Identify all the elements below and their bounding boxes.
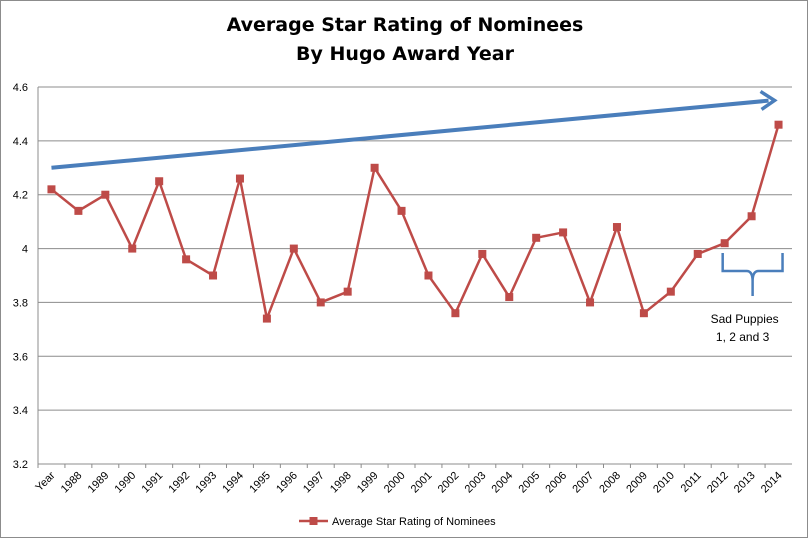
x-tick-label: 1988 xyxy=(59,470,85,496)
annotation-label-line-2: 1, 2 and 3 xyxy=(716,330,770,344)
chart-title-line-2: By Hugo Award Year xyxy=(296,43,514,65)
x-tick-label: 2005 xyxy=(517,470,543,496)
annotations: Sad Puppies 1, 2 and 3 xyxy=(51,89,784,344)
x-tick-label: 1993 xyxy=(193,470,219,496)
x-tick-label: 2006 xyxy=(543,470,569,496)
data-point xyxy=(747,212,756,221)
data-point xyxy=(209,271,218,280)
data-point xyxy=(370,163,379,172)
x-tick-label: 2010 xyxy=(651,470,677,496)
data-point xyxy=(101,190,110,199)
y-axis: 3.2 3.4 3.6 3.8 4 4.2 4.4 4.6 xyxy=(13,82,792,471)
data-point xyxy=(478,249,487,258)
data-point xyxy=(639,309,648,318)
x-tick-label: 2012 xyxy=(705,470,731,496)
data-point xyxy=(155,177,164,186)
series-line xyxy=(50,124,780,320)
x-tick-label: 1995 xyxy=(247,470,273,496)
data-point xyxy=(532,233,541,242)
x-tick-label: 1999 xyxy=(355,470,381,496)
trend-arrow-line xyxy=(51,98,769,170)
x-tick-label: 1996 xyxy=(274,470,300,496)
x-tick-label: 2001 xyxy=(409,470,435,496)
x-axis: Year 1988 1989 1990 1991 1992 1993 1994 1995 1996… xyxy=(33,464,785,496)
x-tick-label: 1989 xyxy=(86,470,112,496)
data-point xyxy=(612,223,621,232)
data-point xyxy=(424,271,433,280)
x-tick-label: Year xyxy=(33,469,57,493)
data-point xyxy=(774,120,783,129)
y-tick-label: 4.4 xyxy=(13,136,28,148)
legend: Average Star Rating of Nominees xyxy=(299,516,496,528)
chart-title-line-1: Average Star Rating of Nominees xyxy=(226,14,584,36)
data-point xyxy=(666,287,675,296)
data-point xyxy=(559,228,568,237)
y-tick-label: 3.2 xyxy=(13,459,28,471)
x-tick-label: 1997 xyxy=(301,470,327,496)
y-tick-label: 3.4 xyxy=(13,405,28,417)
data-point xyxy=(128,244,137,253)
data-point xyxy=(47,185,56,194)
annotation-label-line-1: Sad Puppies xyxy=(711,312,779,326)
x-tick-label: 2000 xyxy=(382,470,408,496)
data-point xyxy=(720,239,729,248)
y-tick-label: 4.2 xyxy=(13,190,28,202)
legend-label: Average Star Rating of Nominees xyxy=(332,516,496,528)
x-tick-label: 2007 xyxy=(570,470,596,496)
data-point xyxy=(451,309,460,318)
data-point xyxy=(586,298,595,307)
x-tick-label: 2013 xyxy=(732,470,758,496)
x-tick-label: 1991 xyxy=(140,470,166,496)
x-tick-label: 2004 xyxy=(490,470,516,496)
data-point xyxy=(74,206,83,215)
x-tick-label: 1998 xyxy=(328,470,354,496)
legend-marker xyxy=(309,517,318,525)
series-average-star-rating xyxy=(47,120,783,323)
x-tick-label: 1990 xyxy=(113,470,139,496)
data-point xyxy=(505,293,514,302)
trend-arrow-head xyxy=(759,89,778,111)
data-point xyxy=(693,249,702,258)
data-point xyxy=(316,298,325,307)
brace-bracket xyxy=(721,253,784,296)
x-tick-label: 2003 xyxy=(463,470,489,496)
y-tick-label: 3.8 xyxy=(13,297,28,309)
y-tick-label: 4.6 xyxy=(13,82,28,94)
data-point xyxy=(235,174,244,183)
data-point xyxy=(262,314,271,323)
data-point xyxy=(343,287,352,296)
y-tick-label: 4 xyxy=(22,244,28,256)
x-tick-label: 2002 xyxy=(436,470,462,496)
x-tick-label: 1994 xyxy=(220,470,246,496)
x-tick-label: 2008 xyxy=(597,470,623,496)
x-tick-label: 1992 xyxy=(166,470,192,496)
x-tick-label: 2009 xyxy=(624,470,650,496)
y-tick-label: 3.6 xyxy=(13,351,28,363)
x-tick-label: 2014 xyxy=(759,470,785,496)
data-point xyxy=(182,255,191,264)
x-tick-label: 2011 xyxy=(679,470,704,495)
gridlines xyxy=(38,86,792,465)
data-point xyxy=(397,206,406,215)
data-point xyxy=(289,244,298,253)
